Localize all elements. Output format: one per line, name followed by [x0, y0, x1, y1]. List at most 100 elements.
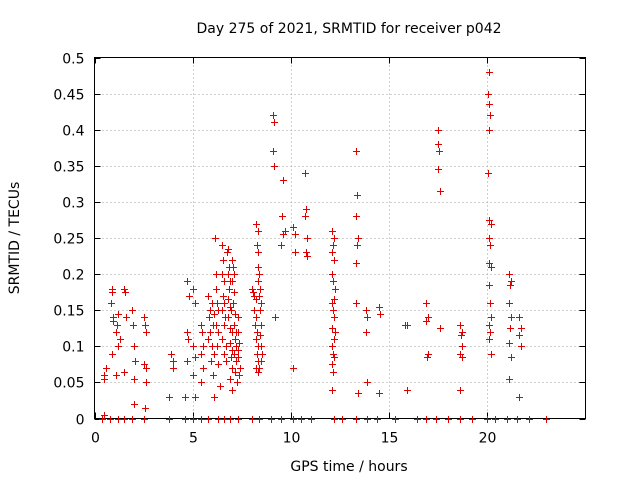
data-point: [253, 314, 260, 321]
data-point: [114, 322, 121, 329]
data-point: [424, 354, 431, 361]
data-point: [227, 340, 234, 347]
data-point: [376, 304, 383, 311]
data-point: [249, 286, 256, 293]
data-point: [258, 300, 265, 307]
y-axis: 0 0.05 0.1 0.15 0.2 0.25 0.3 0.35 0.4 0.45 0.5: [53, 52, 586, 429]
data-point: [142, 405, 149, 412]
data-point: [290, 224, 297, 231]
data-point: [486, 336, 493, 343]
data-point: [486, 217, 493, 224]
data-point: [492, 416, 499, 423]
data-point: [278, 416, 285, 423]
data-point: [115, 416, 122, 423]
data-point: [304, 235, 311, 242]
data-point: [268, 416, 275, 423]
data-point: [331, 257, 338, 264]
data-point: [255, 264, 262, 271]
data-point: [485, 170, 492, 177]
data-point: [231, 289, 238, 296]
data-point: [170, 358, 177, 365]
data-point: [225, 271, 232, 278]
data-point: [303, 249, 310, 256]
data-point: [123, 314, 130, 321]
data-point: [374, 416, 381, 423]
data-point: [302, 170, 309, 177]
data-point: [192, 394, 199, 401]
data-point: [253, 221, 260, 228]
data-point: [271, 163, 278, 170]
data-point: [435, 141, 442, 148]
data-point: [504, 416, 511, 423]
data-points: [99, 69, 550, 423]
data-point: [506, 271, 513, 278]
y-tick-label: 0.15: [53, 304, 84, 320]
data-point: [220, 257, 227, 264]
data-point: [308, 416, 315, 423]
y-tick-label: 0.1: [62, 340, 84, 356]
data-point: [143, 329, 150, 336]
data-point: [506, 300, 513, 307]
data-point: [198, 416, 205, 423]
data-point: [518, 325, 525, 332]
chart-title: Day 275 of 2021, SRMTID for receiver p04…: [196, 21, 501, 37]
data-point: [364, 379, 371, 386]
data-point: [129, 416, 136, 423]
data-point: [486, 282, 493, 289]
data-point: [131, 376, 138, 383]
data-point: [206, 314, 213, 321]
data-point: [221, 416, 228, 423]
data-point: [377, 311, 384, 318]
data-point: [224, 249, 231, 256]
data-point: [353, 416, 360, 423]
data-point: [290, 416, 297, 423]
data-point: [132, 358, 139, 365]
data-point: [258, 322, 265, 329]
data-point: [516, 332, 523, 339]
data-point: [101, 412, 108, 419]
data-point: [488, 221, 495, 228]
data-point: [507, 282, 514, 289]
data-point: [235, 416, 242, 423]
data-point: [329, 387, 336, 394]
data-point: [329, 228, 336, 235]
data-point: [459, 343, 466, 350]
data-point: [292, 249, 299, 256]
data-point: [186, 293, 193, 300]
data-point: [353, 213, 360, 220]
data-point: [205, 336, 212, 343]
data-point: [109, 351, 116, 358]
data-point: [230, 264, 237, 271]
data-point: [255, 278, 262, 285]
data-point: [423, 416, 430, 423]
data-point: [486, 127, 493, 134]
data-point: [251, 307, 258, 314]
data-point: [458, 332, 465, 339]
data-point: [227, 416, 234, 423]
data-point: [205, 293, 212, 300]
y-tick-label: 0.5: [62, 52, 84, 68]
data-point: [225, 296, 232, 303]
data-point: [364, 416, 371, 423]
x-axis-label: GPS time / hours: [290, 459, 407, 475]
data-point: [329, 300, 336, 307]
data-point: [488, 264, 495, 271]
data-point: [236, 340, 243, 347]
data-point: [392, 416, 399, 423]
data-point: [231, 271, 238, 278]
data-point: [220, 293, 227, 300]
data-point: [225, 314, 232, 321]
data-point: [331, 314, 338, 321]
data-point: [190, 343, 197, 350]
data-point: [353, 300, 360, 307]
data-point: [107, 416, 114, 423]
data-point: [103, 365, 110, 372]
data-point: [121, 416, 128, 423]
data-point: [227, 376, 234, 383]
data-point: [229, 387, 236, 394]
data-point: [115, 311, 122, 318]
data-point: [213, 322, 220, 329]
data-point: [190, 372, 197, 379]
data-point: [279, 213, 286, 220]
data-point: [229, 365, 236, 372]
